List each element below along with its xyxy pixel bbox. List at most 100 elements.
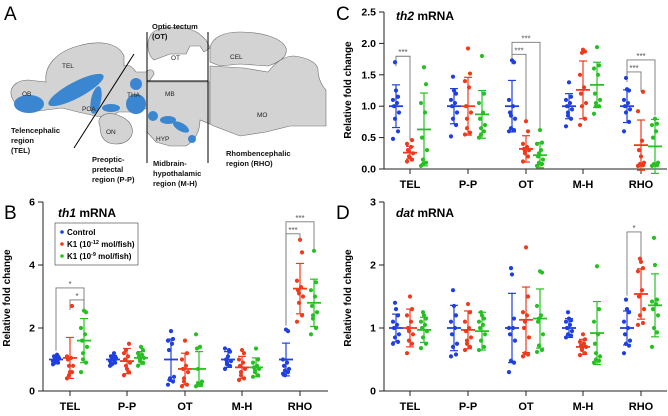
legend-k1-low-main: K1 (10 [67, 240, 92, 249]
chart-title-c: th2 mRNA [396, 9, 454, 23]
data-point [121, 373, 127, 378]
data-point [621, 351, 627, 356]
data-point [591, 360, 597, 365]
data-point [525, 154, 531, 159]
legend-box [54, 222, 139, 266]
data-point [420, 157, 426, 162]
structure-labels: OB TEL POA THA ON OT MB HYP CEL MO [22, 54, 267, 143]
data-point [393, 307, 399, 312]
data-point [449, 332, 455, 337]
data-point [649, 344, 655, 349]
panel-letter-c: C [336, 4, 350, 25]
region-ot-line1: Optic tectum [152, 22, 198, 31]
data-point [565, 110, 571, 115]
data-point [636, 148, 642, 153]
region-tel-line2: region [11, 136, 34, 145]
data-point [621, 319, 627, 324]
chart-title-d-rest: mRNA [414, 206, 454, 220]
data-point [408, 319, 414, 324]
chart-title-c-rest: mRNA [414, 9, 454, 23]
data-point [621, 97, 627, 103]
data-point [391, 325, 397, 331]
data-point [139, 352, 145, 357]
data-point [238, 373, 244, 378]
data-point [409, 138, 415, 143]
data-point [467, 310, 473, 315]
data-point [123, 363, 129, 368]
x-tick-label-d-rho: RHO [629, 401, 654, 413]
data-point [197, 344, 203, 349]
data-point [507, 332, 513, 337]
data-point [640, 89, 646, 94]
axes-b: 0 2 4 6 TEL P-P OT M-H RHO [29, 197, 328, 413]
label-hyp: HYP [156, 136, 169, 143]
cluster-hyp-1 [148, 111, 158, 121]
data-point [639, 288, 645, 293]
data-point [125, 354, 131, 359]
data-point [310, 313, 316, 318]
data-point [395, 129, 401, 134]
y-tick-label-c: 1.0 [361, 101, 376, 113]
data-point [199, 379, 205, 384]
data-point [467, 344, 473, 349]
data-point [510, 104, 516, 109]
marks-b [49, 237, 321, 389]
y-tick-label-b: 6 [29, 197, 35, 209]
data-point [421, 313, 427, 318]
data-point [563, 319, 569, 324]
data-point [255, 357, 261, 362]
data-point [224, 362, 230, 367]
data-point [637, 256, 643, 261]
data-point [193, 384, 199, 389]
data-point [225, 354, 231, 359]
series-d-0 [389, 266, 634, 375]
data-point [407, 155, 413, 160]
data-point [184, 382, 190, 387]
chart-title-d: dat mRNA [396, 206, 454, 220]
data-point [478, 126, 484, 131]
divider-tel-pp [73, 53, 135, 149]
data-point [635, 322, 641, 327]
data-point [525, 294, 531, 299]
data-point [465, 46, 471, 51]
data-point [563, 124, 569, 129]
data-point [595, 332, 601, 337]
data-point [478, 310, 484, 315]
data-point [464, 338, 470, 343]
data-point [396, 110, 402, 115]
panel-d-dat-chart: D dat mRNA Relative fold change 0 1 2 3 TEL P… [336, 197, 667, 413]
dopaminergic-clusters [14, 73, 196, 143]
panel-b-th1-chart: B th1 mRNA Relative fold change 0 2 4 6 TEL P… [2, 197, 328, 413]
chart-title-b: th1 mRNA [58, 206, 116, 220]
cluster-hyp-3 [172, 121, 190, 133]
data-point [567, 322, 573, 327]
data-point [653, 129, 659, 134]
data-point [481, 129, 487, 134]
data-point [569, 107, 575, 112]
data-point [127, 360, 133, 365]
data-point [591, 319, 597, 324]
data-point [582, 116, 588, 121]
data-point [654, 121, 660, 126]
y-axis-label-d: Relative fold change [343, 249, 354, 347]
data-point [137, 358, 143, 364]
data-point [420, 335, 426, 340]
data-point [419, 135, 425, 140]
data-point [253, 346, 259, 351]
region-pp-line3: region (P-P) [92, 175, 135, 184]
data-point [254, 363, 260, 368]
data-point [466, 325, 472, 331]
data-point [395, 339, 401, 344]
data-point [650, 307, 656, 312]
data-point [453, 122, 459, 128]
data-point [252, 368, 258, 373]
data-point [650, 135, 656, 140]
data-point [654, 297, 660, 302]
data-point [521, 325, 527, 331]
data-point [404, 313, 410, 318]
data-point [70, 363, 76, 368]
data-point [534, 163, 540, 168]
data-point [283, 327, 289, 332]
data-point [478, 338, 484, 343]
data-point [534, 349, 540, 355]
